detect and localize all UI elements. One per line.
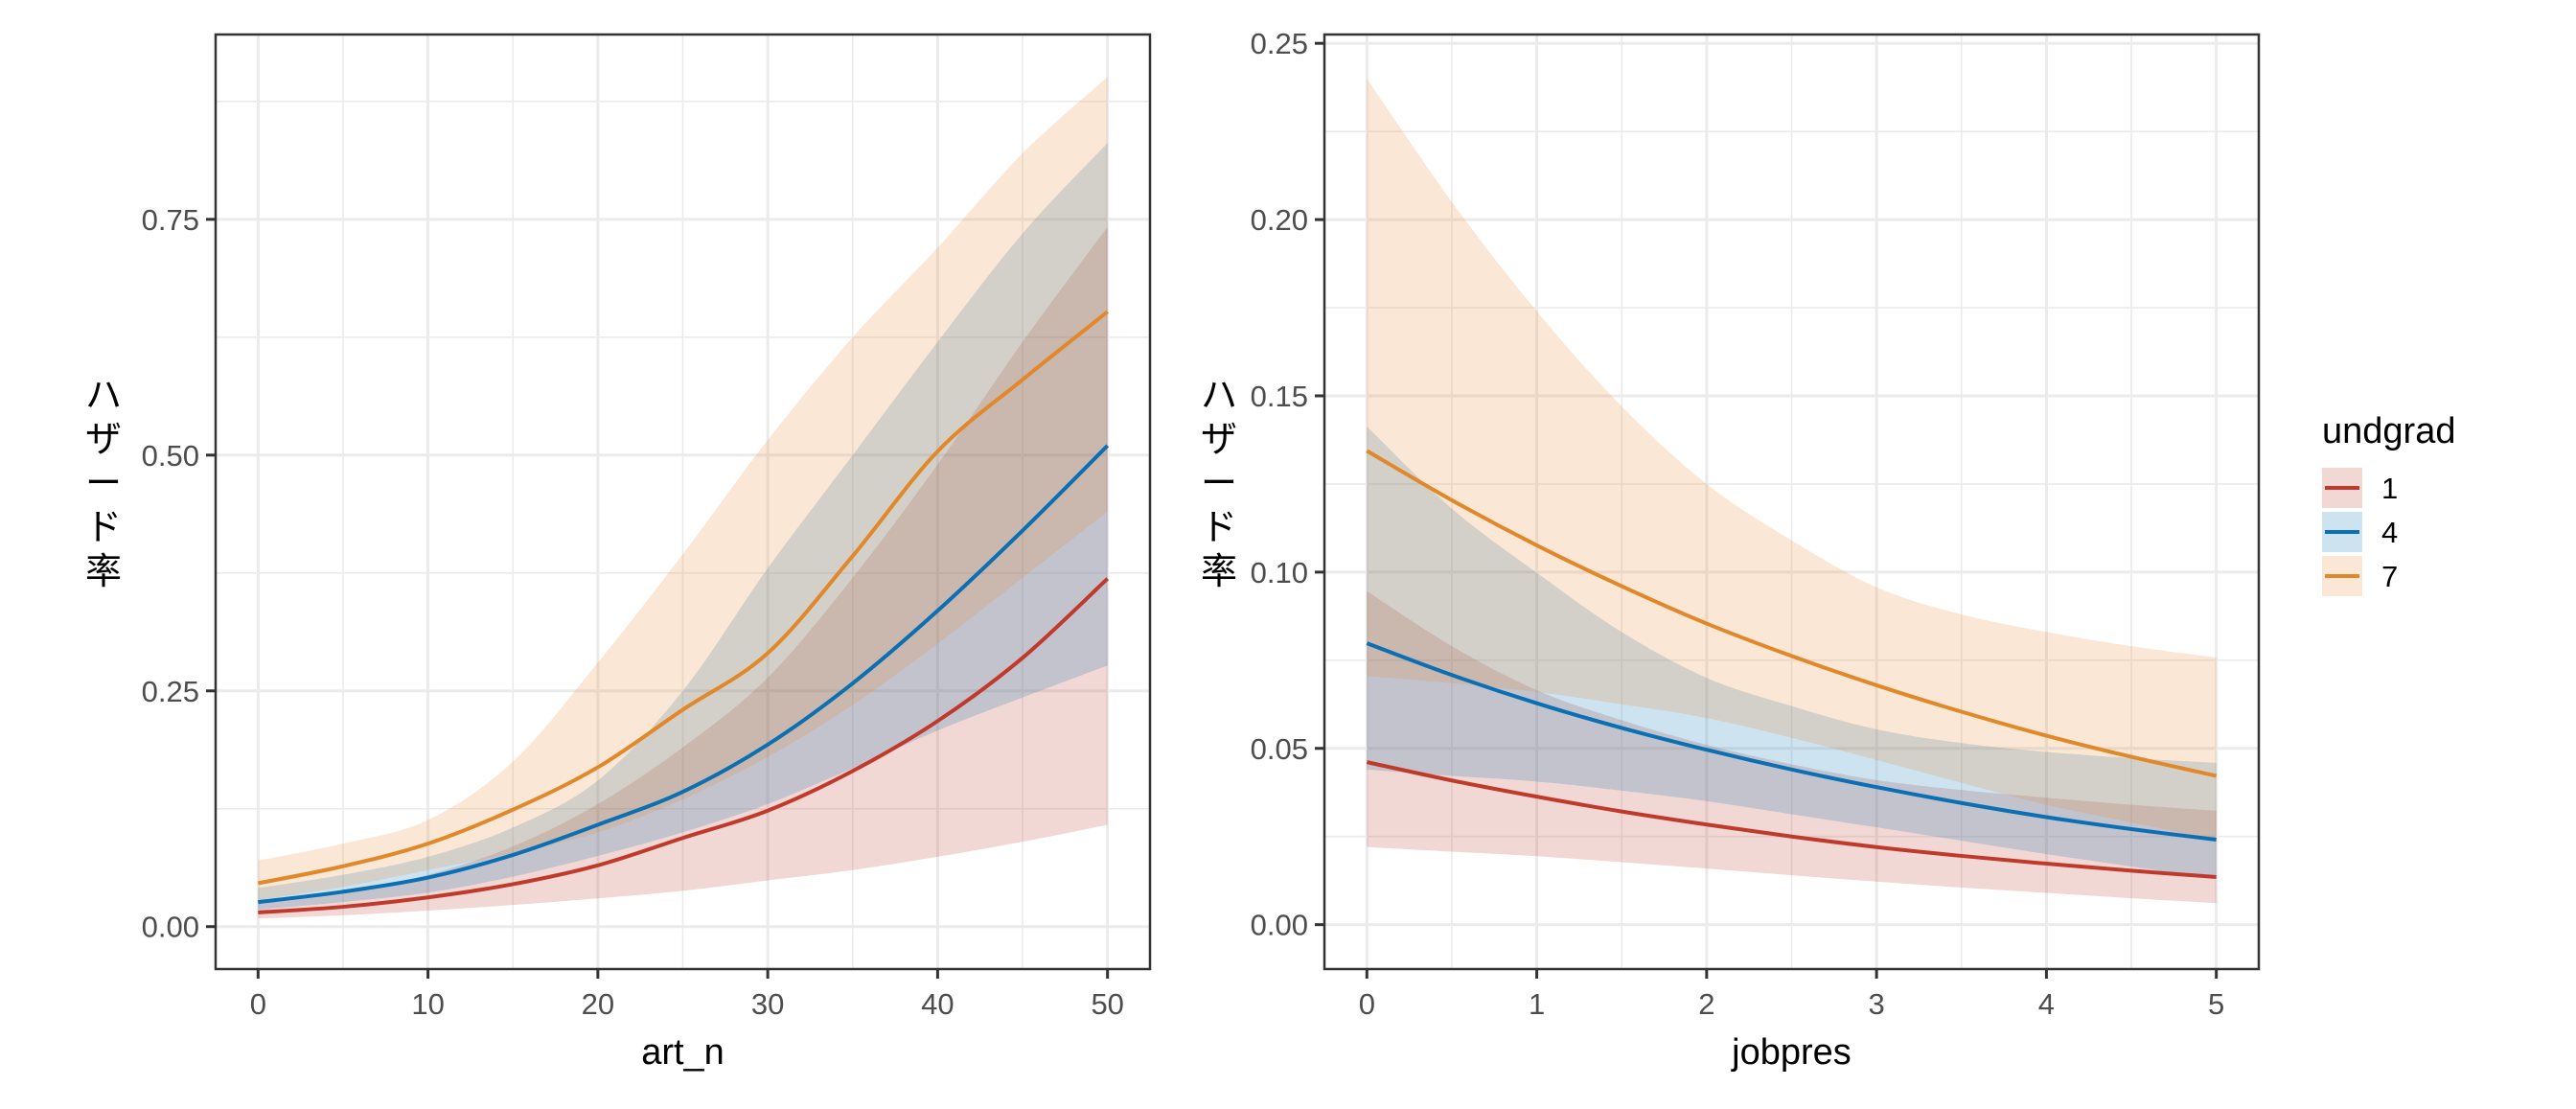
y-axis-title-char: ー bbox=[85, 462, 122, 504]
x-tick-label: 30 bbox=[751, 987, 784, 1021]
line-1 bbox=[1366, 760, 2217, 880]
x-tick-label: 1 bbox=[1529, 987, 1545, 1021]
gridlines bbox=[216, 35, 1150, 969]
x-axis-ticks: 0 1 2 3 4 5 bbox=[1359, 969, 2224, 1021]
y-axis-ticks: 0.00 0.05 0.10 0.15 0.20 0.25 bbox=[1251, 27, 1324, 942]
series-lines bbox=[1366, 449, 2218, 880]
legend: undgrad 1 4 7 bbox=[2322, 411, 2455, 596]
y-tick-label: 0.75 bbox=[142, 203, 199, 237]
x-axis-title: art_n bbox=[641, 1032, 724, 1073]
legend-items: 1 4 7 bbox=[2322, 468, 2398, 596]
line-1 bbox=[258, 577, 1110, 914]
legend-label-1: 1 bbox=[2381, 472, 2398, 505]
legend-title: undgrad bbox=[2322, 411, 2455, 451]
gridlines bbox=[1324, 35, 2259, 969]
ribbon-4 bbox=[1367, 426, 2217, 879]
y-tick-label: 0.20 bbox=[1251, 203, 1308, 237]
x-tick-label: 0 bbox=[1359, 987, 1375, 1021]
x-tick-label: 10 bbox=[411, 987, 444, 1021]
x-tick-label: 4 bbox=[2038, 987, 2055, 1021]
y-axis-title-char: ハ bbox=[85, 374, 122, 416]
ribbon-1 bbox=[1367, 590, 2217, 904]
x-tick-label: 3 bbox=[1869, 987, 1885, 1021]
x-tick-label: 20 bbox=[582, 987, 614, 1021]
line-4 bbox=[258, 444, 1110, 905]
ribbon-7 bbox=[258, 77, 1108, 901]
legend-label-7: 7 bbox=[2381, 560, 2398, 593]
y-tick-label: 0.25 bbox=[1251, 27, 1308, 60]
y-tick-label: 0.15 bbox=[1251, 380, 1308, 413]
y-tick-label: 0.00 bbox=[142, 911, 199, 944]
y-axis-title-char: ザ bbox=[85, 418, 122, 460]
x-tick-label: 0 bbox=[250, 987, 266, 1021]
line-7 bbox=[1366, 449, 2218, 778]
y-tick-label: 0.10 bbox=[1251, 556, 1308, 589]
panel-border bbox=[1322, 33, 2261, 971]
line-7 bbox=[257, 310, 1109, 886]
y-axis-title-char: 率 bbox=[1201, 550, 1237, 592]
x-axis-ticks: 0 10 20 30 40 50 bbox=[250, 969, 1124, 1021]
x-axis-title: jobpres bbox=[1731, 1032, 1852, 1073]
ribbon-7 bbox=[1367, 78, 2217, 841]
y-tick-label: 0.05 bbox=[1251, 732, 1308, 766]
y-axis-title-char: ザ bbox=[1201, 418, 1237, 460]
y-tick-label: 0.50 bbox=[142, 439, 199, 473]
y-axis-title-char: 率 bbox=[85, 550, 122, 592]
x-tick-label: 40 bbox=[921, 987, 954, 1021]
x-tick-label: 2 bbox=[1698, 987, 1714, 1021]
series-lines bbox=[257, 310, 1110, 914]
y-axis-title-char: ド bbox=[85, 506, 122, 548]
ribbon-4 bbox=[258, 143, 1108, 911]
line-4 bbox=[1366, 641, 2217, 843]
x-tick-label: 5 bbox=[2208, 987, 2224, 1021]
y-axis-ticks: 0.00 0.25 0.50 0.75 bbox=[142, 203, 216, 944]
y-tick-label: 0.00 bbox=[1251, 909, 1308, 942]
legend-label-4: 4 bbox=[2381, 516, 2398, 549]
x-tick-label: 50 bbox=[1091, 987, 1123, 1021]
y-axis-title-char: ハ bbox=[1201, 374, 1237, 416]
y-axis-title-char: ド bbox=[1201, 506, 1237, 548]
panel-border bbox=[214, 33, 1152, 971]
ribbons bbox=[1367, 78, 2217, 904]
y-axis-title-char: ー bbox=[1201, 462, 1237, 504]
y-tick-label: 0.25 bbox=[142, 675, 199, 708]
